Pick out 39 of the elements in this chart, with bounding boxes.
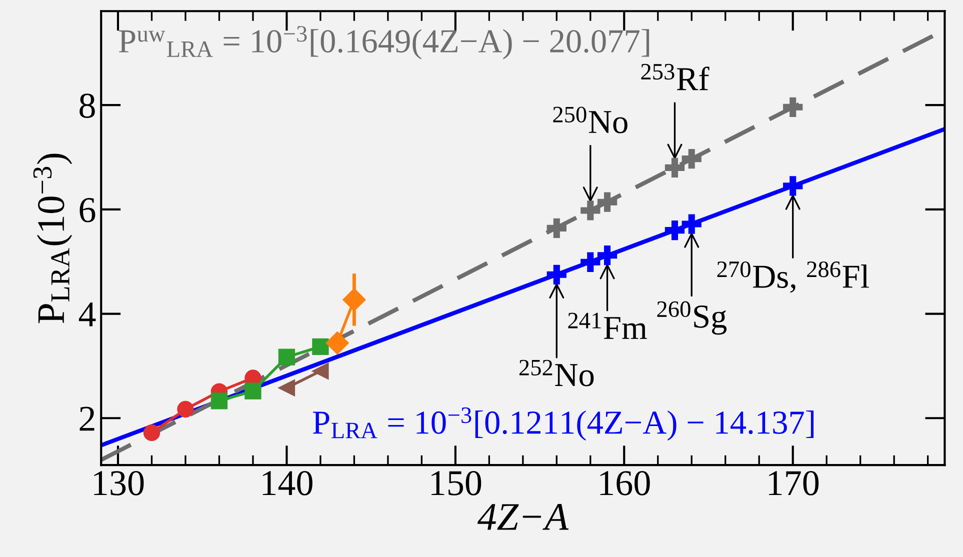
- point: [546, 218, 566, 238]
- point: [210, 392, 228, 410]
- point: [664, 158, 685, 178]
- annotation: $^{250}$No: [553, 106, 628, 134]
- annotation: P$^{uw}$$_{LRA}$ = 10$^{−3}$[0.1649(4Z−A) − 20.077]: [118, 26, 650, 60]
- y-tick-label: 2: [80, 406, 94, 431]
- y-tick-label: 8: [80, 94, 95, 118]
- point: [546, 264, 566, 284]
- annotation: $^{270}$Ds, $^{286}$Fl: [717, 261, 869, 293]
- x-tick-label: 130: [94, 471, 144, 496]
- point: [143, 424, 160, 442]
- point: [244, 382, 262, 400]
- annotation: $^{260}$Sg: [657, 301, 727, 335]
- point: [783, 97, 803, 117]
- point: [580, 200, 600, 220]
- point: [312, 362, 329, 380]
- point: [783, 176, 803, 196]
- point: [312, 338, 329, 355]
- annotation: $^{252}$No: [519, 360, 594, 386]
- y-tick-label: 4: [78, 302, 96, 326]
- point: [682, 214, 702, 234]
- point: [597, 246, 618, 266]
- point: [278, 348, 296, 366]
- y-axis-title: P$_{LRA}$(10$^{−3}$): [33, 154, 72, 324]
- annotation: $^{241}$Fm: [568, 312, 647, 339]
- x-tick-label: 150: [432, 471, 482, 496]
- point: [278, 380, 296, 396]
- x-axis-title: 4Z−A: [477, 504, 569, 530]
- x-tick-label: 170: [768, 471, 819, 496]
- point: [580, 252, 600, 272]
- x-tick-label: 160: [600, 471, 650, 496]
- point: [664, 220, 685, 240]
- annotation: P$_{LRA}$ = 10$^{−3}$[0.1211(4Z−A) − 14.137]: [312, 407, 814, 441]
- y-tick-label: 6: [80, 198, 96, 222]
- point: [177, 400, 194, 418]
- point: [682, 148, 702, 169]
- point: [597, 192, 618, 212]
- x-tick-label: 140: [262, 471, 312, 496]
- annotation: $^{253}$Rf: [641, 64, 710, 90]
